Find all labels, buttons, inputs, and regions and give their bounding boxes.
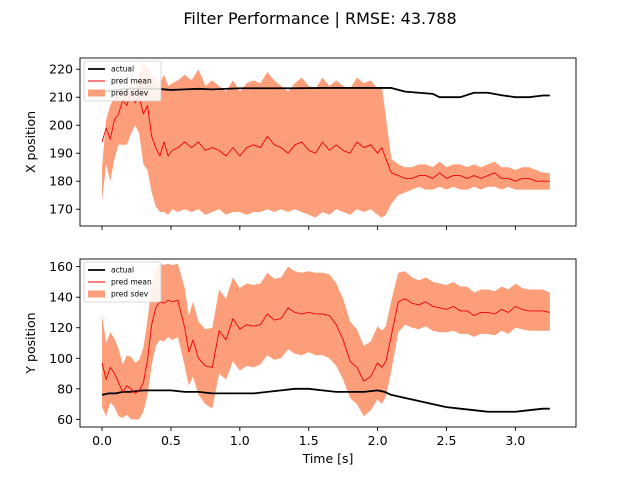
x-tick-label: 0.0 [92, 433, 112, 448]
legend: actual pred mean pred sdev [83, 261, 162, 303]
pred-sdev-band [102, 63, 550, 218]
y-tick-label: 200 [49, 118, 73, 133]
x-tick-label: 1.5 [299, 433, 319, 448]
chart-title: Filter Performance | RMSE: 43.788 [183, 9, 456, 28]
axes-frame [79, 258, 577, 428]
y-tick-label: 210 [49, 90, 73, 105]
legend-pred-sdev-swatch [88, 290, 105, 298]
y-tick-label: 80 [57, 381, 73, 396]
y-axis-label: X position [23, 111, 38, 173]
y-tick-label: 160 [49, 259, 73, 274]
legend-label: pred mean [111, 278, 152, 287]
y-tick-label: 100 [49, 351, 73, 366]
y-tick-label: 120 [49, 320, 73, 335]
axes-frame [79, 57, 577, 227]
y-tick-label: 220 [49, 62, 73, 77]
legend-pred-sdev-swatch [88, 89, 105, 97]
x-tick-label: 1.0 [230, 433, 250, 448]
legend-label: pred sdev [111, 290, 149, 299]
y-tick-label: 170 [49, 202, 73, 217]
actual-line [101, 387, 550, 413]
x-tick-label: 2.5 [437, 433, 457, 448]
legend: actual pred mean pred sdev [83, 60, 162, 102]
legend-label: actual [111, 266, 134, 275]
x-tick-label: 0.5 [161, 433, 181, 448]
y-tick-label: 180 [49, 174, 73, 189]
pred-sdev-band [102, 263, 550, 420]
legend-label: actual [111, 65, 134, 74]
legend-label: pred sdev [111, 89, 149, 98]
pred-mean-line [101, 91, 550, 182]
y-axis-label: Y position [23, 312, 38, 374]
y-tick-label: 190 [49, 146, 73, 161]
y-tick-label: 60 [57, 412, 73, 427]
x-position-subplot: 170 180 190 200 210 220 X position actual pred m… [23, 57, 577, 230]
pred-mean-line [101, 298, 550, 394]
y-tick-label: 140 [49, 290, 73, 305]
legend-label: pred mean [111, 77, 152, 86]
y-position-subplot: 0.0 0.5 1.0 1.5 2.0 2.5 3.0 60 80 100 120 140 160 Y p… [23, 258, 577, 466]
x-axis-label: Time [s] [302, 451, 354, 466]
x-tick-label: 2.0 [368, 433, 388, 448]
x-tick-label: 3.0 [505, 433, 525, 448]
